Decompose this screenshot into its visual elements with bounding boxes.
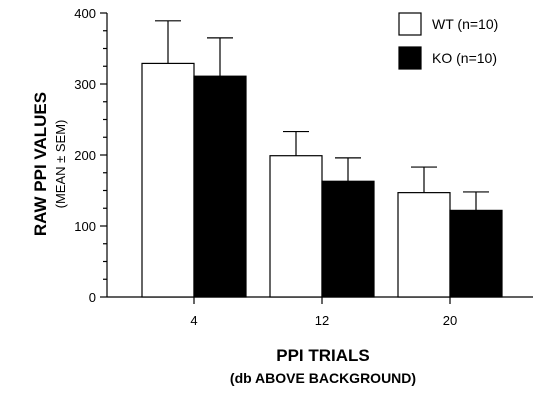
bar-ko [449,209,503,298]
y-tick-label: 0 [89,290,96,305]
y-tick-label: 400 [74,6,96,21]
x-tick-label: 12 [315,313,329,328]
bar-wt [141,62,195,298]
x-axis-subtitle: (db ABOVE BACKGROUND) [230,370,416,386]
y-tick-label: 300 [74,77,96,92]
legend: WT (n=10) KO (n=10) [398,12,498,70]
legend-swatch-wt [398,12,422,36]
y-axis-subtitle: (MEAN ± SEM) [53,120,68,209]
bar-ko [193,75,247,298]
bar-ko [321,180,375,298]
bar-wt [269,155,323,298]
y-tick-label: 100 [74,219,96,234]
bar-wt [397,192,451,298]
y-tick-label: 200 [74,148,96,163]
x-axis-title: PPI TRIALS [276,346,370,365]
error-bars [155,20,489,211]
y-axis-title: RAW PPI VALUES [31,92,50,236]
x-tick-label: 4 [190,313,197,328]
x-tick-label: 20 [443,313,457,328]
legend-swatch-ko [398,46,422,70]
legend-label-ko: KO (n=10) [432,50,497,66]
legend-label-wt: WT (n=10) [432,16,498,32]
bars [141,62,503,298]
